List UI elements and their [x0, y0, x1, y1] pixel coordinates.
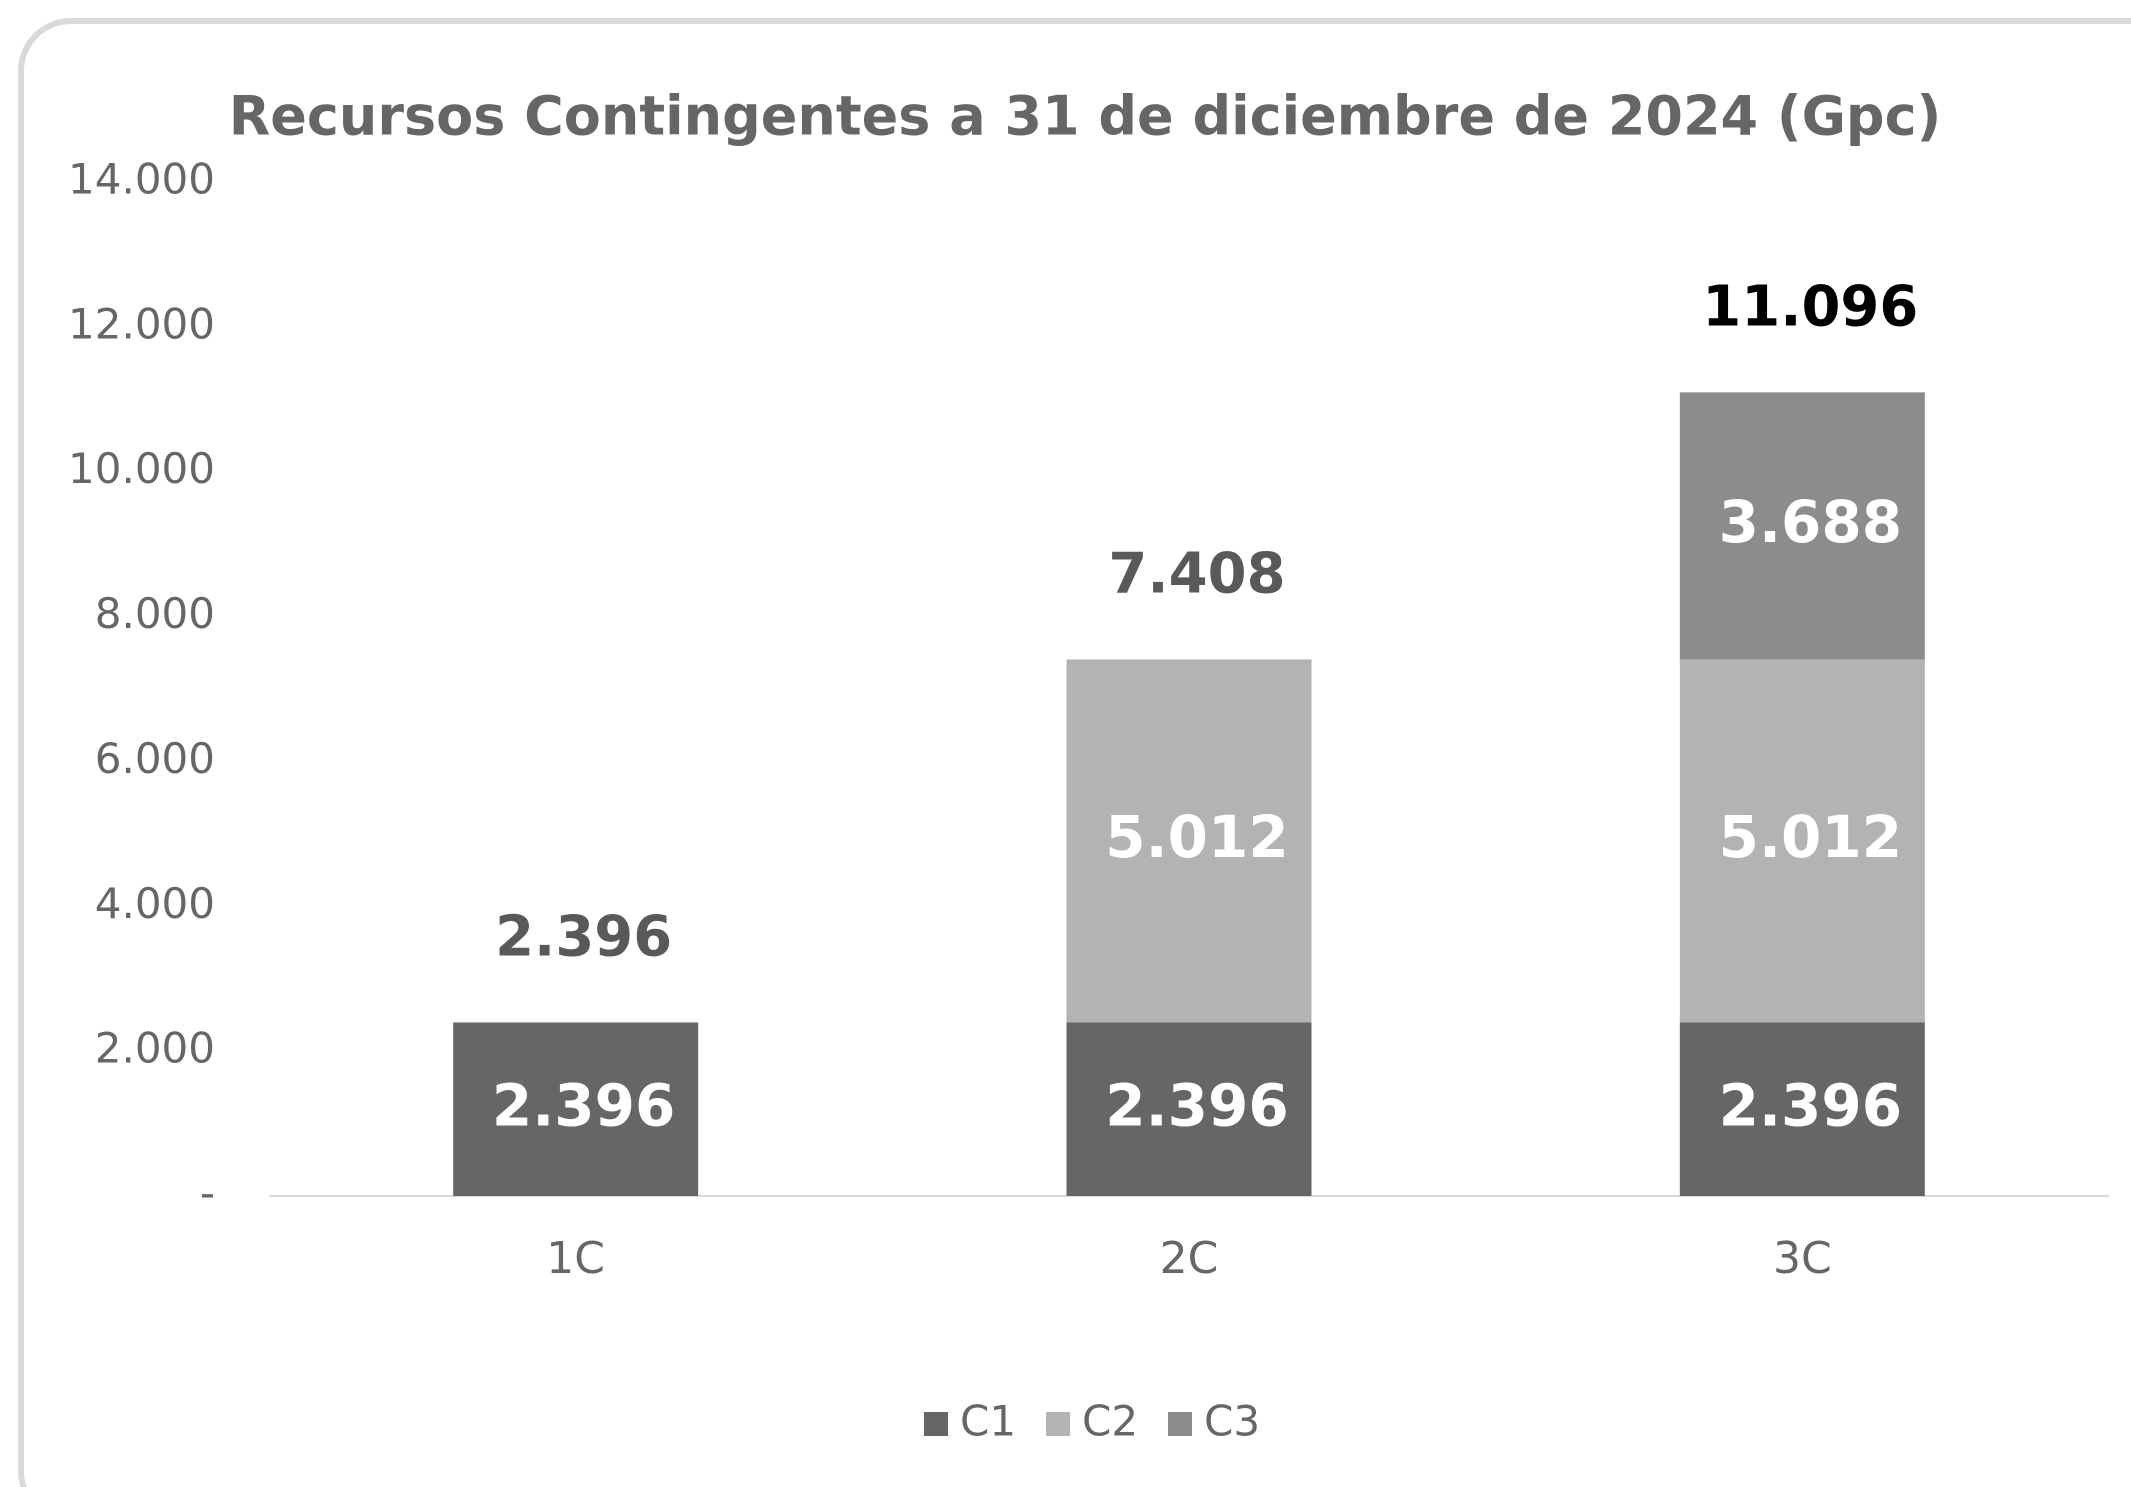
bar-segment — [1679, 659, 1925, 1023]
legend-swatch — [1168, 1412, 1192, 1436]
data-label: 3.688 — [1719, 488, 1902, 556]
bar-segment — [1066, 1022, 1312, 1196]
legend-swatch — [924, 1412, 948, 1436]
x-tick-label: 1C — [546, 1233, 605, 1284]
y-tick-label: 6.000 — [95, 734, 215, 783]
y-tick-label: 14.000 — [68, 155, 215, 204]
bar-segment — [453, 1022, 699, 1196]
total-label: 11.096 — [1702, 274, 1918, 339]
legend-swatch — [1046, 1412, 1070, 1436]
legend-label: C2 — [1082, 1397, 1138, 1446]
total-label: 7.408 — [1108, 542, 1285, 607]
y-tick-label: 2.000 — [95, 1024, 215, 1073]
y-tick-label: 10.000 — [68, 444, 215, 493]
chart-title: Recursos Contingentes a 31 de diciembre … — [229, 85, 1942, 148]
data-label: 5.012 — [1105, 803, 1288, 871]
x-tick-label: 3C — [1773, 1233, 1832, 1284]
bar-segment — [1679, 392, 1925, 660]
legend-label: C1 — [960, 1397, 1016, 1446]
bar-segment — [1679, 1022, 1925, 1196]
data-label: 2.396 — [492, 1071, 675, 1139]
data-label: 5.012 — [1719, 803, 1902, 871]
bar-segment — [1066, 659, 1312, 1023]
data-label: 2.396 — [1719, 1071, 1902, 1139]
y-tick-label: 12.000 — [68, 299, 215, 348]
legend-label: C3 — [1204, 1397, 1260, 1446]
y-tick-label: 8.000 — [95, 589, 215, 638]
y-tick-label: 4.000 — [95, 879, 215, 928]
data-label: 2.396 — [1105, 1071, 1288, 1139]
total-label: 2.396 — [495, 905, 672, 970]
x-tick-label: 2C — [1160, 1233, 1219, 1284]
y-tick-label: - — [200, 1169, 215, 1218]
